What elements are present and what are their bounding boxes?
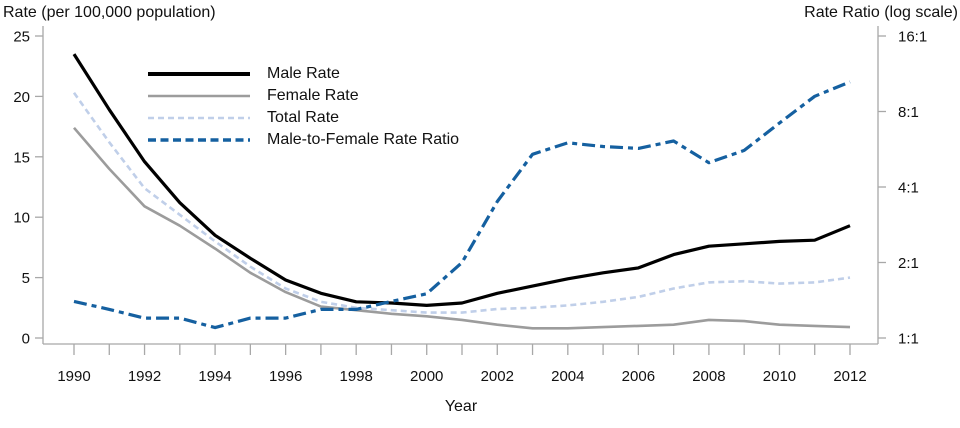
right-axis-title: Rate Ratio (log scale) [804,4,958,21]
legend-label-male-rate: Male Rate [267,65,340,82]
x-tick-label: 1992 [128,368,161,385]
x-tick-label: 2002 [481,368,514,385]
legend-item-total-rate: Total Rate [148,107,459,129]
y-left-tick-label: 5 [22,270,30,287]
total-rate-line [72,92,851,314]
x-tick-label: 1994 [198,368,231,385]
y-right-tick-label: 2:1 [898,255,919,272]
rate-ratio-line-swatch [148,138,250,142]
y-left-tick-label: 15 [13,149,30,166]
x-axis-title: Year [444,398,478,415]
x-tick-label: 1998 [339,368,372,385]
y-right-tick-label: 8:1 [898,104,919,121]
y-right-tick-label: 16:1 [898,29,927,46]
y-right-tick-label: 4:1 [898,180,919,197]
x-tick-label: 2012 [833,368,866,385]
male-rate-line-swatch [148,72,250,76]
x-tick-label: 2000 [410,368,443,385]
y-left-tick-label: 0 [22,331,30,348]
x-tick-label: 1996 [269,368,302,385]
x-tick-label: 2004 [551,368,584,385]
legend-item-female-rate: Female Rate [148,85,459,107]
legend-item-male-to-female-rate-ratio: Male-to-Female Rate Ratio [148,129,459,151]
x-tick-label: 2008 [692,368,725,385]
y-right-tick-label: 1:1 [898,331,919,348]
x-tick-label: 1990 [57,368,90,385]
x-tick-label: 2010 [763,368,796,385]
legend-label-female-rate: Female Rate [267,87,359,104]
left-axis-title: Rate (per 100,000 population) [3,4,216,21]
male-to-female-rate-ratio-line [73,80,851,330]
total-rate-line-swatch [148,116,250,120]
legend: Male Rate Female Rate Total Rate Male-to… [148,63,459,151]
female-rate-line [73,126,851,330]
female-rate-line-swatch [148,94,250,98]
y-left-tick-label: 10 [13,210,30,227]
y-left-tick-label: 20 [13,89,30,106]
legend-item-male-rate: Male Rate [148,63,459,85]
y-left-tick-label: 25 [13,29,30,46]
male-rate-line [72,53,851,307]
legend-label-total-rate: Total Rate [267,109,340,126]
legend-label-male-to-female-rate-ratio: Male-to-Female Rate Ratio [267,131,460,148]
x-tick-label: 2006 [622,368,655,385]
